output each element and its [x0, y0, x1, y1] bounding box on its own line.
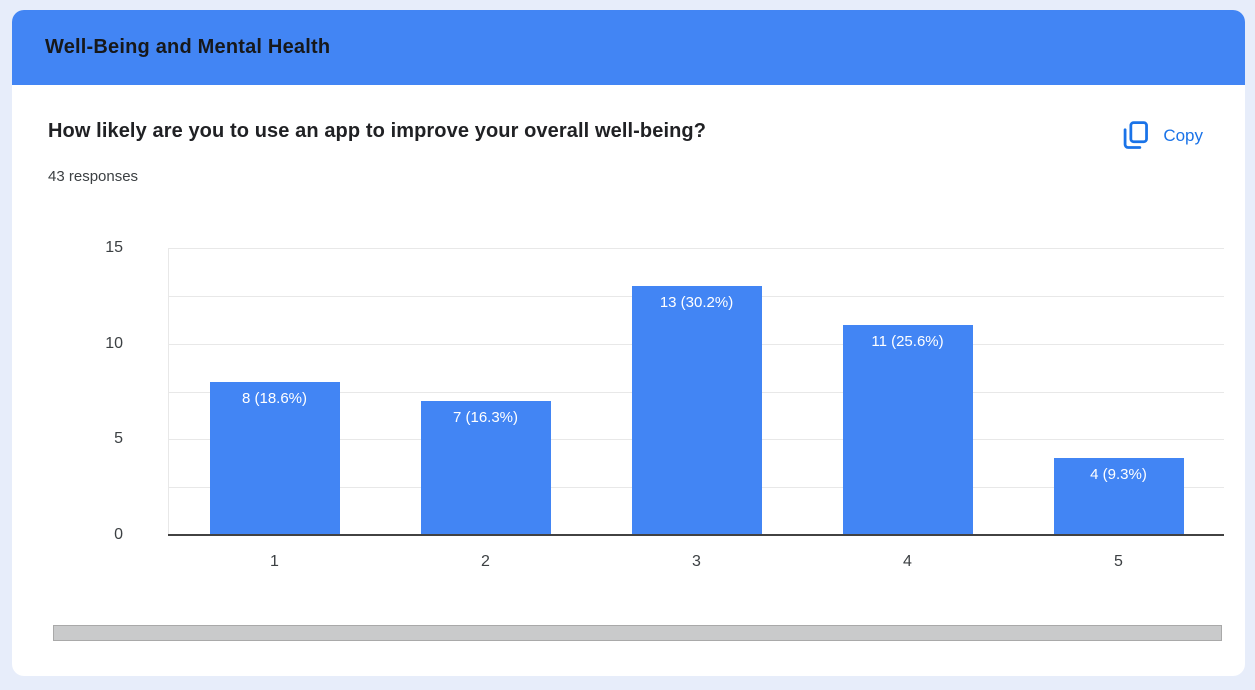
- bar-category-2: 7 (16.3%): [420, 401, 551, 535]
- x-axis-tick-label: 5: [1114, 553, 1123, 570]
- horizontal-scrollbar-thumb[interactable]: [53, 625, 1222, 641]
- x-axis-tick-label: 3: [692, 553, 701, 570]
- y-axis-tick-label: 15: [105, 239, 123, 256]
- y-axis-tick-label: 0: [114, 526, 123, 543]
- y-axis-tick-label: 10: [105, 334, 123, 352]
- y-axis-tick-label: 5: [114, 430, 123, 448]
- bar-category-4: 11 (25.6%): [842, 324, 973, 535]
- bar-value-label: 11 (25.6%): [871, 332, 944, 350]
- bar-value-label: 4 (9.3%): [1090, 466, 1147, 484]
- x-axis-line: [168, 534, 1224, 536]
- copy-button-label: Copy: [1163, 126, 1203, 145]
- question-summary-card: Well-Being and Mental Health How likely …: [12, 10, 1245, 676]
- bar-value-label: 7 (16.3%): [452, 409, 519, 427]
- responses-count: 43 responses: [48, 168, 139, 185]
- section-title: Well-Being and Mental Health: [45, 36, 331, 58]
- bar-value-label: 13 (30.2%): [659, 294, 734, 312]
- question-title: How likely are you to use an app to impr…: [48, 120, 707, 142]
- x-axis-tick-label: 4: [903, 553, 912, 570]
- bar-chart-plot-area: 0 5 10 15 8 (18.6%) 1 7 (16.3%) 2 13 (30.2%) 3 11 …: [105, 239, 1224, 570]
- bar-category-3: 13 (30.2%): [631, 286, 762, 535]
- copy-button[interactable]: Copy: [1121, 118, 1203, 154]
- bar-value-label: 8 (18.6%): [241, 389, 308, 407]
- x-axis-tick-label: 2: [481, 553, 490, 570]
- section-header: Well-Being and Mental Health: [12, 10, 1245, 85]
- gridline: [169, 248, 1224, 249]
- x-axis-tick-label: 1: [270, 553, 279, 570]
- copy-icon: [1121, 121, 1149, 151]
- bar-category-5: 4 (9.3%): [1053, 458, 1184, 535]
- bar-category-1: 8 (18.6%): [209, 381, 340, 535]
